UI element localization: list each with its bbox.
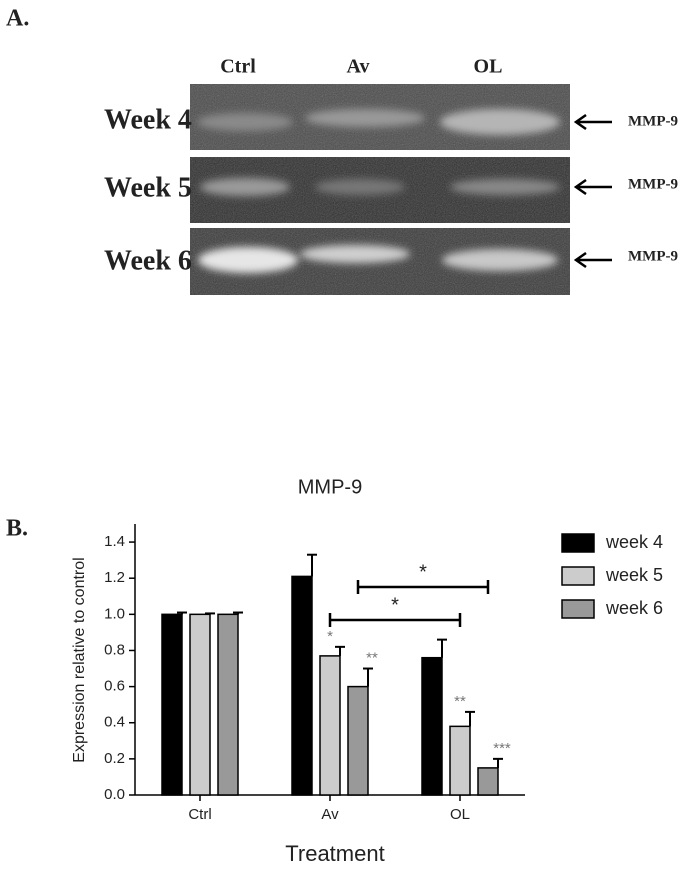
row-label: Week 4 xyxy=(104,104,192,135)
legend-label: week 6 xyxy=(605,598,663,618)
y-axis-label: Expression relative to control xyxy=(71,557,88,762)
band-label: MMP-9 xyxy=(628,176,678,192)
significance: * xyxy=(327,628,333,645)
legend-label: week 4 xyxy=(605,532,663,552)
x-tick-label: OL xyxy=(450,806,470,823)
comparison-label: * xyxy=(391,594,399,616)
bar xyxy=(319,655,341,796)
band-label: MMP-9 xyxy=(628,248,678,264)
legend-swatch xyxy=(561,533,595,553)
x-tick-label: Av xyxy=(321,806,339,823)
comparison-bracket xyxy=(356,580,490,594)
significance: ** xyxy=(454,693,466,710)
bar xyxy=(189,613,211,796)
panel-label: B. xyxy=(6,516,28,542)
bar xyxy=(347,685,369,796)
chart-title: MMP-9 xyxy=(298,476,362,498)
y-tick-label: 0.0 xyxy=(104,786,125,803)
y-tick-label: 0.8 xyxy=(104,641,125,658)
lane-label: Ctrl xyxy=(220,56,256,78)
legend-swatch xyxy=(561,566,595,586)
legend-swatch xyxy=(561,599,595,619)
legend-label: week 5 xyxy=(605,565,663,585)
y-tick-label: 1.0 xyxy=(104,605,125,622)
x-tick-label: Ctrl xyxy=(188,806,211,823)
bar xyxy=(291,575,313,796)
y-tick-label: 0.6 xyxy=(104,678,125,695)
bar xyxy=(449,725,471,796)
lane-label: Av xyxy=(347,56,370,78)
y-tick-label: 0.2 xyxy=(104,750,125,767)
y-tick-label: 0.4 xyxy=(104,714,125,731)
y-tick-label: 1.4 xyxy=(104,533,125,550)
bar xyxy=(161,613,183,796)
comparison-label: * xyxy=(419,561,427,583)
y-tick-label: 1.2 xyxy=(104,569,125,586)
row-label: Week 5 xyxy=(104,172,192,203)
panel-label: A. xyxy=(6,6,29,32)
comparison-bracket xyxy=(328,613,462,627)
gel xyxy=(190,84,612,295)
bar xyxy=(477,767,499,796)
significance: *** xyxy=(493,740,511,757)
significance: ** xyxy=(366,650,378,667)
row-label: Week 6 xyxy=(104,245,192,276)
x-axis-label: Treatment xyxy=(285,841,384,866)
lane-label: OL xyxy=(474,56,503,78)
bar xyxy=(217,613,239,796)
band-label: MMP-9 xyxy=(628,113,678,129)
bar xyxy=(421,656,443,796)
